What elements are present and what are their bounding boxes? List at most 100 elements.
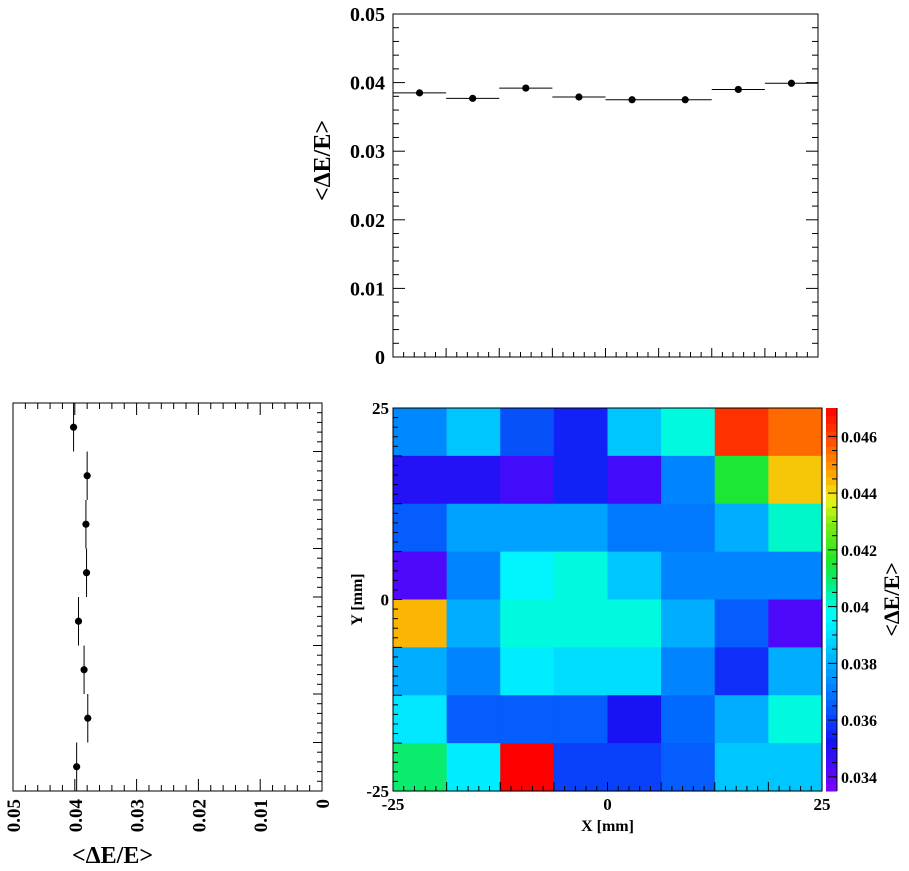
heatmap-cell <box>393 743 448 792</box>
top-data-point <box>787 79 796 87</box>
heatmap-cell <box>607 455 662 505</box>
heatmap-cell <box>768 743 823 792</box>
left-data-point <box>82 520 90 528</box>
colorbar-segment <box>826 408 837 417</box>
top-data-point <box>469 94 477 102</box>
left-x-tick-label: 0.01 <box>251 799 272 832</box>
colorbar-segment <box>826 507 837 516</box>
heatmap-cell <box>446 599 501 648</box>
left-x-tick-label: 0.03 <box>128 799 149 832</box>
colorbar-segment <box>826 522 837 532</box>
heatmap-y-tick-label: 0 <box>381 591 390 610</box>
left-data-point <box>73 763 81 771</box>
colorbar-segment <box>826 622 837 631</box>
heatmap-cell <box>500 647 555 696</box>
colorbar-segment <box>826 461 837 470</box>
heatmap-cell <box>500 551 555 601</box>
heatmap-cell <box>714 695 769 744</box>
left-data-point <box>80 666 88 674</box>
colorbar-segment <box>826 775 837 784</box>
colorbar-segment <box>826 691 837 700</box>
heatmap-y-axis-title: Y [mm] <box>349 573 366 625</box>
heatmap-y-tick-label: 25 <box>372 399 389 418</box>
heatmap-cell <box>714 503 769 553</box>
colorbar-segment <box>826 469 837 478</box>
colorbar-segment <box>826 714 837 723</box>
colorbar-segment <box>826 568 837 578</box>
top-data-point <box>628 96 636 104</box>
colorbar-tick-label: 0.036 <box>841 713 877 730</box>
colorbar-segment <box>826 699 837 708</box>
colorbar-segment <box>826 591 837 600</box>
left-profile-panel: 0.05 0.04 0.03 0.02 0.01 0 <ΔE/E> <box>4 402 334 869</box>
heatmap-cell <box>661 455 716 505</box>
top-y-tick-label: 0 <box>375 347 385 369</box>
left-data-point <box>69 423 78 431</box>
colorbar-segment <box>826 737 837 746</box>
heatmap-cell <box>661 503 716 553</box>
heatmap-cell <box>768 695 823 744</box>
heatmap-cell <box>714 551 769 601</box>
heatmap-cell <box>661 408 716 457</box>
heatmap-cell <box>446 503 501 553</box>
colorbar-segment <box>826 430 837 440</box>
heatmap-cell <box>553 647 609 696</box>
heatmap-cell <box>661 647 716 696</box>
heatmap-cell <box>607 647 662 696</box>
heatmap-cell <box>553 551 609 601</box>
heatmap-cell <box>553 503 609 553</box>
heatmap-cell <box>500 408 555 457</box>
heatmap-cell <box>446 455 501 505</box>
top-y-tick-label: 0.04 <box>350 73 385 95</box>
top-y-tick-label: 0.03 <box>350 141 385 163</box>
colorbar-segment <box>826 438 837 447</box>
top-profile-panel: 0 0.01 0.02 0.03 0.04 0.05 <ΔE/E> <box>310 4 819 369</box>
colorbar-segment <box>826 576 837 585</box>
heatmap-cell <box>661 695 716 744</box>
heatmap-cell <box>553 743 609 792</box>
top-data-point <box>575 93 583 101</box>
heatmap-cell <box>768 408 823 457</box>
heatmap-cell <box>714 599 769 648</box>
left-data-point <box>83 472 91 480</box>
colorbar-segment <box>826 476 837 486</box>
heatmap-cell <box>768 647 823 696</box>
colorbar-segment <box>826 553 837 562</box>
top-y-tick-label: 0.01 <box>350 278 385 300</box>
top-y-tick-label: 0.02 <box>350 210 385 232</box>
left-data-point <box>84 714 92 722</box>
colorbar-segment <box>826 729 837 738</box>
colorbar-segment <box>826 683 837 692</box>
colorbar-segment <box>826 453 837 463</box>
colorbar-segment <box>826 745 837 754</box>
heatmap-cell <box>768 599 823 648</box>
colorbar-title: <ΔE/E> <box>879 562 904 636</box>
colorbar-segment <box>826 423 837 432</box>
heatmap-cell <box>500 743 555 792</box>
colorbar-segment <box>826 584 837 593</box>
colorbar-segment <box>826 760 837 769</box>
left-data-point <box>82 569 91 577</box>
heatmap-cell <box>393 408 448 457</box>
colorbar-segment <box>826 499 837 509</box>
left-x-axis-title: <ΔE/E> <box>72 843 153 869</box>
colorbar-tick-label: 0.04 <box>841 600 869 617</box>
heatmap-cell <box>393 455 448 505</box>
heatmap-cell <box>393 647 448 696</box>
heatmap-cell <box>393 695 448 744</box>
heatmap-cell <box>607 743 662 792</box>
colorbar-segment <box>826 492 837 501</box>
heatmap-cell <box>446 408 501 457</box>
heatmap-cell <box>500 503 555 553</box>
heatmap-cell <box>500 695 555 744</box>
heatmap-x-tick-label: 0 <box>603 795 612 814</box>
colorbar-tick-label: 0.034 <box>841 770 877 787</box>
colorbar-segment <box>826 676 837 685</box>
heatmap-cell <box>714 408 769 457</box>
colorbar-segment <box>826 561 837 570</box>
left-x-tick-label: 0.05 <box>4 799 25 832</box>
colorbar-segment <box>826 783 837 792</box>
heatmap-x-tick-label: 25 <box>814 795 831 814</box>
heatmap-cell <box>393 599 448 648</box>
colorbar-tick-label: 0.046 <box>841 429 877 446</box>
